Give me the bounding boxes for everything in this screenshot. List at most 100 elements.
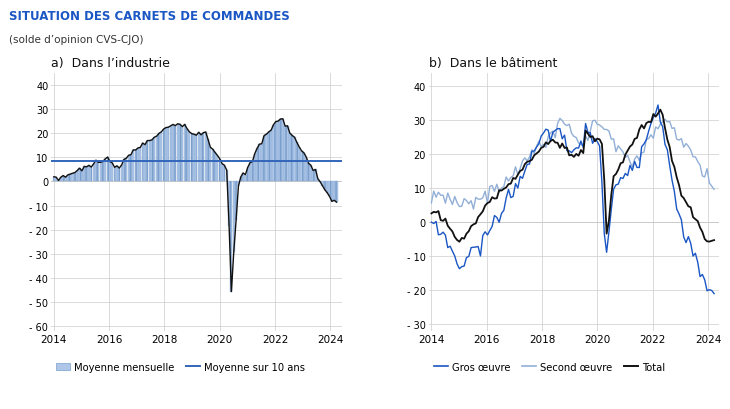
Bar — [120, 166, 123, 182]
Bar — [118, 169, 120, 182]
Bar — [198, 133, 200, 182]
Bar — [123, 160, 125, 182]
Bar — [60, 178, 62, 182]
Bar — [64, 178, 66, 182]
Bar — [91, 168, 92, 182]
Bar — [200, 135, 202, 182]
Bar — [128, 156, 130, 182]
Bar — [301, 151, 302, 182]
Bar — [247, 168, 249, 182]
Bar — [165, 128, 167, 182]
Bar — [321, 182, 323, 187]
Bar — [144, 145, 146, 182]
Bar — [155, 137, 158, 182]
Bar — [312, 171, 314, 182]
Bar — [202, 133, 204, 182]
Bar — [116, 166, 118, 182]
Bar — [239, 178, 242, 182]
Bar — [179, 125, 181, 182]
Bar — [216, 156, 218, 182]
Bar — [226, 171, 228, 182]
Bar — [317, 179, 319, 182]
Bar — [196, 136, 197, 182]
Bar — [214, 153, 216, 182]
Bar — [191, 134, 193, 182]
Bar — [310, 166, 312, 182]
Bar — [307, 164, 310, 182]
Bar — [282, 119, 284, 182]
Bar — [298, 147, 300, 182]
Bar — [97, 163, 99, 182]
Bar — [104, 160, 107, 182]
Bar — [204, 133, 207, 182]
Bar — [286, 126, 288, 182]
Bar — [172, 125, 174, 182]
Bar — [328, 182, 331, 197]
Bar — [53, 178, 55, 182]
Bar — [256, 149, 258, 182]
Bar — [315, 170, 317, 182]
Bar — [336, 182, 337, 202]
Bar — [221, 164, 223, 182]
Bar — [254, 154, 256, 182]
Bar — [293, 138, 296, 182]
Bar — [137, 148, 139, 182]
Bar — [284, 127, 286, 182]
Bar — [181, 127, 183, 182]
Bar — [139, 148, 142, 182]
Bar — [233, 182, 235, 253]
Bar — [72, 174, 74, 182]
Bar — [184, 125, 185, 182]
Bar — [272, 126, 274, 182]
Bar — [76, 171, 78, 182]
Bar — [249, 163, 251, 182]
Bar — [158, 134, 160, 182]
Bar — [324, 182, 326, 190]
Bar — [223, 166, 226, 182]
Bar — [207, 140, 209, 182]
Bar — [146, 141, 148, 182]
Bar — [55, 178, 57, 182]
Bar — [266, 135, 267, 182]
Bar — [280, 120, 282, 182]
Bar — [210, 148, 212, 182]
Bar — [186, 129, 188, 182]
Bar — [67, 175, 69, 182]
Bar — [142, 144, 144, 182]
Bar — [58, 181, 60, 182]
Bar — [331, 182, 333, 202]
Bar — [258, 145, 261, 182]
Bar — [126, 159, 127, 182]
Bar — [99, 163, 101, 182]
Bar — [333, 182, 335, 201]
Bar — [174, 126, 177, 182]
Text: (solde d’opinion CVS-CJO): (solde d’opinion CVS-CJO) — [9, 35, 143, 45]
Bar — [274, 122, 277, 182]
Bar — [161, 133, 162, 182]
Bar — [81, 171, 83, 182]
Bar — [153, 138, 155, 182]
Bar — [109, 162, 111, 182]
Bar — [69, 175, 72, 182]
Bar — [177, 124, 179, 182]
Bar — [130, 155, 132, 182]
Bar — [62, 176, 64, 182]
Bar — [235, 182, 237, 221]
Bar — [169, 126, 172, 182]
Bar — [268, 133, 270, 182]
Bar — [296, 143, 298, 182]
Bar — [237, 182, 239, 187]
Bar — [305, 157, 307, 182]
Bar — [132, 151, 134, 182]
Bar — [251, 162, 253, 182]
Bar — [245, 175, 247, 182]
Text: a)  Dans l’industrie: a) Dans l’industrie — [51, 57, 170, 70]
Bar — [193, 135, 195, 182]
Bar — [261, 144, 263, 182]
Bar — [212, 150, 214, 182]
Bar — [85, 167, 88, 182]
Legend: Gros œuvre, Second œuvre, Total: Gros œuvre, Second œuvre, Total — [434, 362, 666, 372]
Bar — [270, 131, 272, 182]
Bar — [167, 128, 169, 182]
Bar — [74, 173, 76, 182]
